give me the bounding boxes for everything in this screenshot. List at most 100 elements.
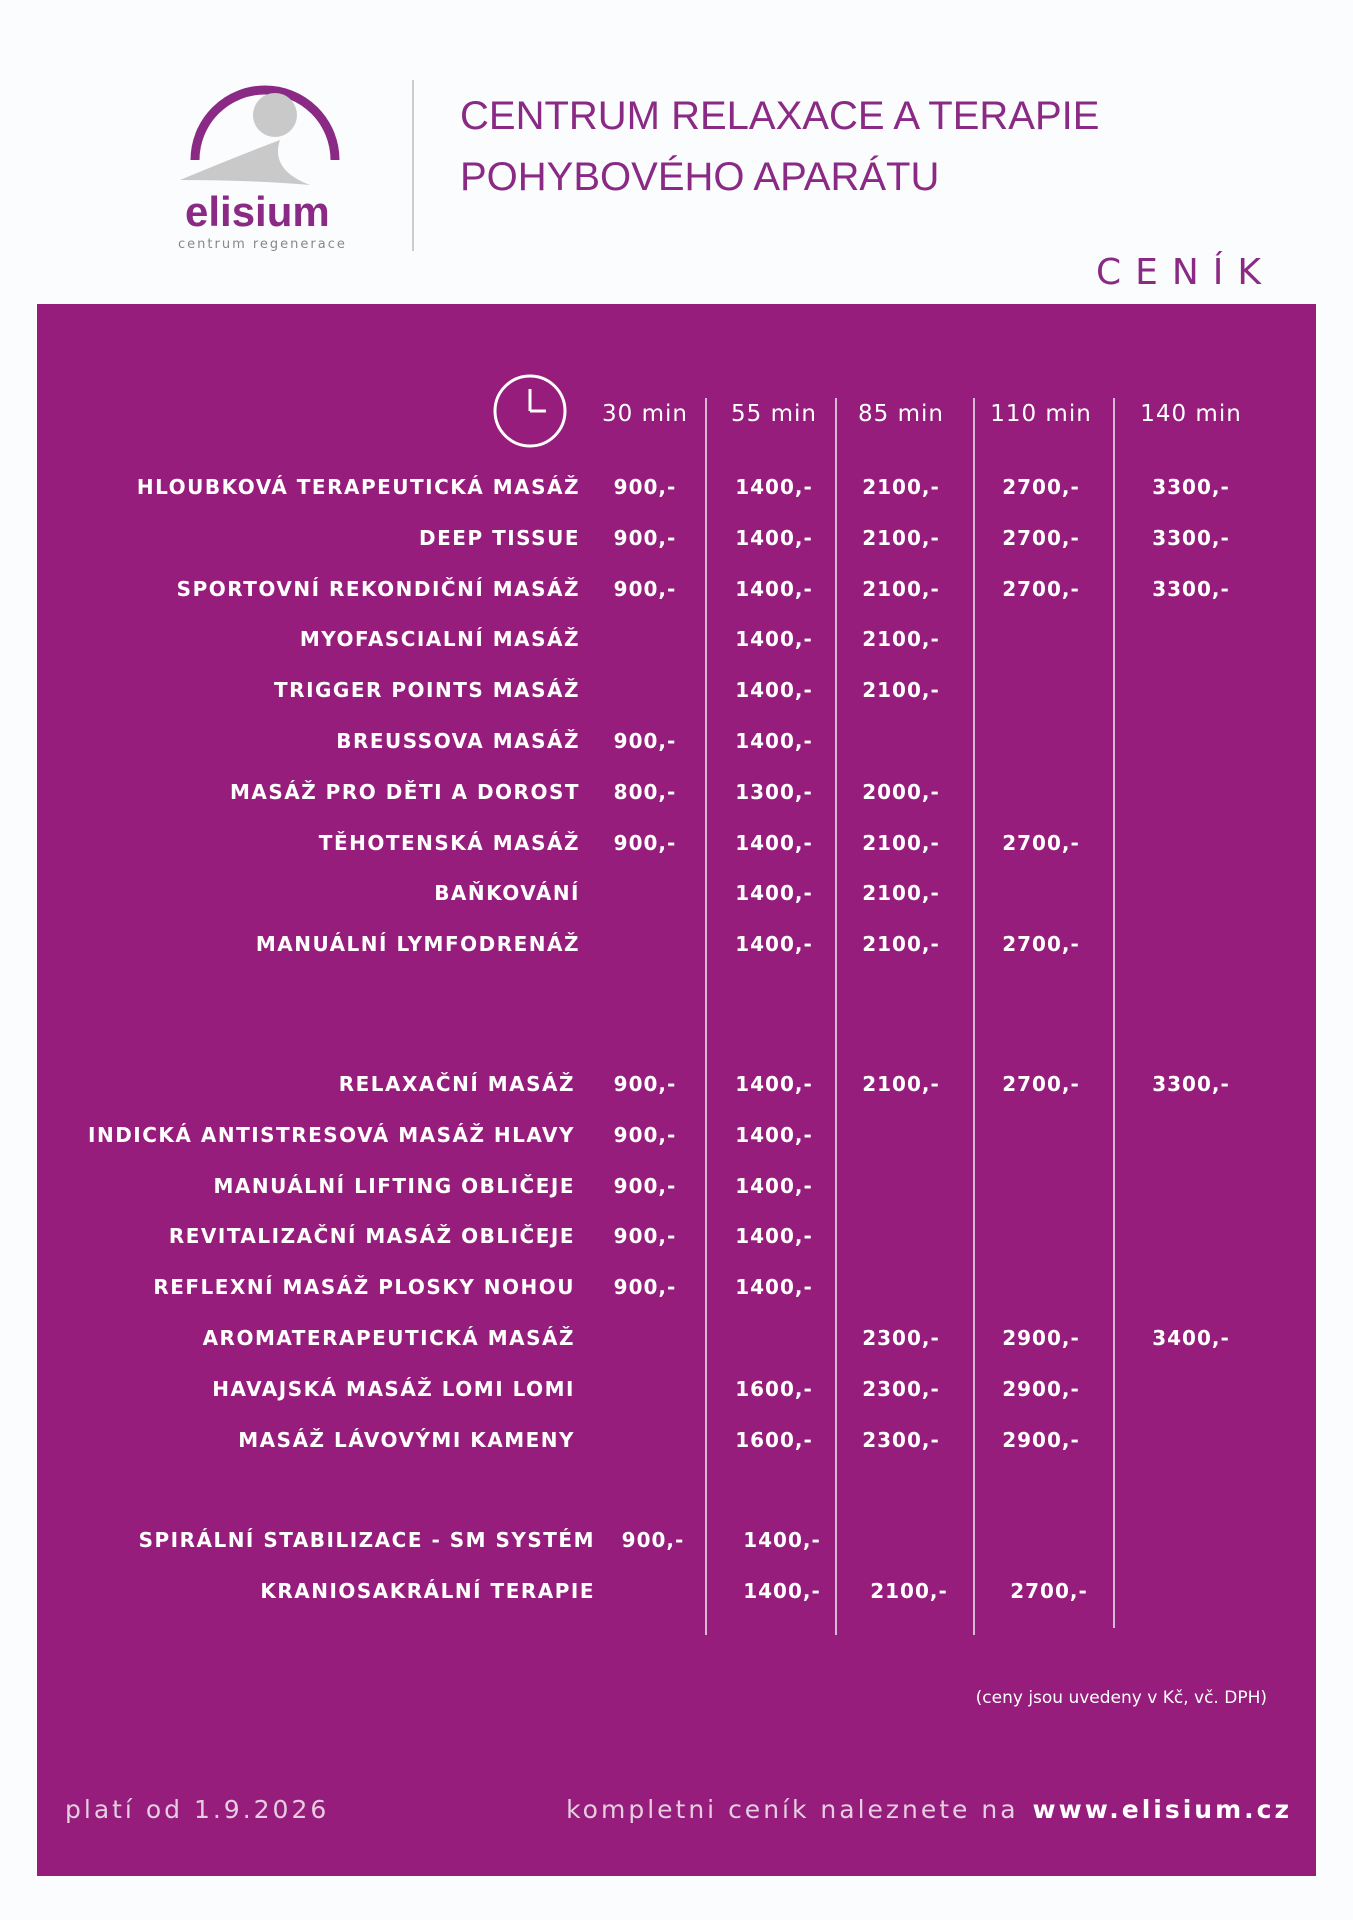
service-name: REVITALIZAČNÍ MASÁŽ OBLIČEJE bbox=[168, 1224, 575, 1249]
service-name: INDICKÁ ANTISTRESOVÁ MASÁŽ HLAVY bbox=[88, 1122, 575, 1147]
price: 1400,- bbox=[735, 830, 813, 855]
price: 2100,- bbox=[862, 627, 940, 652]
column-divider bbox=[1113, 398, 1115, 1628]
price: 2100,- bbox=[862, 576, 940, 601]
price: 800,- bbox=[613, 779, 677, 804]
price: 2000,- bbox=[862, 779, 940, 804]
price: 1400,- bbox=[735, 627, 813, 652]
footer-text: kompletni ceník naleznete na bbox=[566, 1795, 1019, 1824]
price: 900,- bbox=[613, 1122, 677, 1147]
price: 2100,- bbox=[862, 881, 940, 906]
price: 1400,- bbox=[735, 525, 813, 550]
price: 2300,- bbox=[862, 1427, 940, 1452]
price: 900,- bbox=[613, 1072, 677, 1096]
price: 1400,- bbox=[735, 729, 813, 753]
clock-icon bbox=[493, 374, 567, 448]
service-name: AROMATERAPEUTICKÁ MASÁŽ bbox=[202, 1326, 575, 1350]
price: 3300,- bbox=[1152, 475, 1230, 499]
service-name: BREUSSOVA MASÁŽ bbox=[336, 729, 580, 753]
valid-from: platí od 1.9.2026 bbox=[65, 1795, 330, 1824]
logo-name: elisium bbox=[185, 188, 330, 235]
price: 900,- bbox=[613, 1224, 677, 1249]
subtitle: CENÍK bbox=[1095, 252, 1275, 293]
service-name: KRANIOSAKRÁLNÍ TERAPIE bbox=[260, 1578, 595, 1603]
price: 2700,- bbox=[1002, 525, 1080, 550]
price: 3300,- bbox=[1152, 1072, 1230, 1096]
price: 900,- bbox=[613, 576, 677, 601]
price: 2100,- bbox=[862, 932, 940, 957]
service-name: HLOUBKOVÁ TERAPEUTICKÁ MASÁŽ bbox=[136, 475, 580, 499]
price: 2700,- bbox=[1010, 1578, 1088, 1603]
price: 900,- bbox=[613, 1173, 677, 1198]
price: 2300,- bbox=[862, 1376, 940, 1401]
price: 2700,- bbox=[1002, 830, 1080, 855]
duration-header: 85 min bbox=[858, 401, 944, 427]
service-name: MANUÁLNÍ LYMFODRENÁŽ bbox=[255, 932, 580, 957]
duration-header: 110 min bbox=[990, 401, 1092, 427]
price: 1400,- bbox=[735, 1173, 813, 1198]
service-name: REFLEXNÍ MASÁŽ PLOSKY NOHOU bbox=[153, 1275, 575, 1300]
service-name: MANUÁLNÍ LIFTING OBLIČEJE bbox=[213, 1173, 575, 1198]
price: 2100,- bbox=[870, 1578, 948, 1603]
service-name: RELAXAČNÍ MASÁŽ bbox=[338, 1072, 575, 1096]
price: 2100,- bbox=[862, 1072, 940, 1096]
duration-header: 55 min bbox=[731, 401, 817, 427]
price: 1400,- bbox=[735, 1224, 813, 1249]
title-line: CENTRUM RELAXACE A TERAPIE bbox=[460, 94, 1100, 138]
price: 1600,- bbox=[735, 1376, 813, 1401]
price: 2100,- bbox=[862, 678, 940, 703]
service-name: SPIRÁLNÍ STABILIZACE - SM SYSTÉM bbox=[138, 1528, 595, 1552]
price: 1400,- bbox=[735, 881, 813, 906]
price: 2900,- bbox=[1002, 1376, 1080, 1401]
service-name: MYOFASCIALNÍ MASÁŽ bbox=[299, 627, 580, 652]
price: 1400,- bbox=[743, 1528, 821, 1552]
service-name: HAVAJSKÁ MASÁŽ LOMI LOMI bbox=[212, 1376, 575, 1401]
service-name: SPORTOVNÍ REKONDIČNÍ MASÁŽ bbox=[176, 576, 580, 601]
service-name: MASÁŽ PRO DĚTI A DOROST bbox=[229, 779, 580, 804]
column-divider bbox=[705, 398, 707, 1635]
price: 2700,- bbox=[1002, 932, 1080, 957]
service-name: MASÁŽ LÁVOVÝMI KAMENY bbox=[238, 1427, 575, 1452]
duration-header: 30 min bbox=[602, 401, 688, 427]
price: 2300,- bbox=[862, 1326, 940, 1350]
price: 2900,- bbox=[1002, 1427, 1080, 1452]
logo-icon bbox=[180, 85, 340, 185]
duration-header: 140 min bbox=[1140, 401, 1242, 427]
price: 1400,- bbox=[735, 678, 813, 703]
price: 900,- bbox=[621, 1528, 685, 1552]
service-name: TĚHOTENSKÁ MASÁŽ bbox=[318, 830, 580, 855]
column-divider bbox=[973, 398, 975, 1635]
price: 900,- bbox=[613, 1275, 677, 1300]
price: 3300,- bbox=[1152, 576, 1230, 601]
service-name: DEEP TISSUE bbox=[419, 525, 580, 550]
price: 2700,- bbox=[1002, 475, 1080, 499]
price: 1400,- bbox=[735, 475, 813, 499]
price: 2900,- bbox=[1002, 1326, 1080, 1350]
price: 3400,- bbox=[1152, 1326, 1230, 1350]
price: 1400,- bbox=[735, 1275, 813, 1300]
price: 900,- bbox=[613, 475, 677, 499]
price: 3300,- bbox=[1152, 525, 1230, 550]
price-panel bbox=[37, 304, 1316, 1876]
price: 900,- bbox=[613, 525, 677, 550]
separator bbox=[412, 80, 414, 251]
website-link[interactable]: www.elisium.cz bbox=[1032, 1795, 1292, 1824]
price: 900,- bbox=[613, 729, 677, 753]
price: 2100,- bbox=[862, 830, 940, 855]
price-note: (ceny jsou uvedeny v Kč, vč. DPH) bbox=[975, 1688, 1267, 1708]
price: 1400,- bbox=[735, 1122, 813, 1147]
price: 1400,- bbox=[735, 1072, 813, 1096]
price: 2700,- bbox=[1002, 1072, 1080, 1096]
service-name: TRIGGER POINTS MASÁŽ bbox=[274, 678, 580, 703]
logo-tagline: centrum regenerace bbox=[178, 237, 347, 252]
price: 1400,- bbox=[743, 1578, 821, 1603]
price: 1300,- bbox=[735, 779, 813, 804]
price: 1400,- bbox=[735, 576, 813, 601]
service-name: BAŇKOVÁNÍ bbox=[434, 881, 580, 906]
price: 2100,- bbox=[862, 525, 940, 550]
price: 1400,- bbox=[735, 932, 813, 957]
price: 2700,- bbox=[1002, 576, 1080, 601]
price: 2100,- bbox=[862, 475, 940, 499]
column-divider bbox=[835, 398, 837, 1635]
